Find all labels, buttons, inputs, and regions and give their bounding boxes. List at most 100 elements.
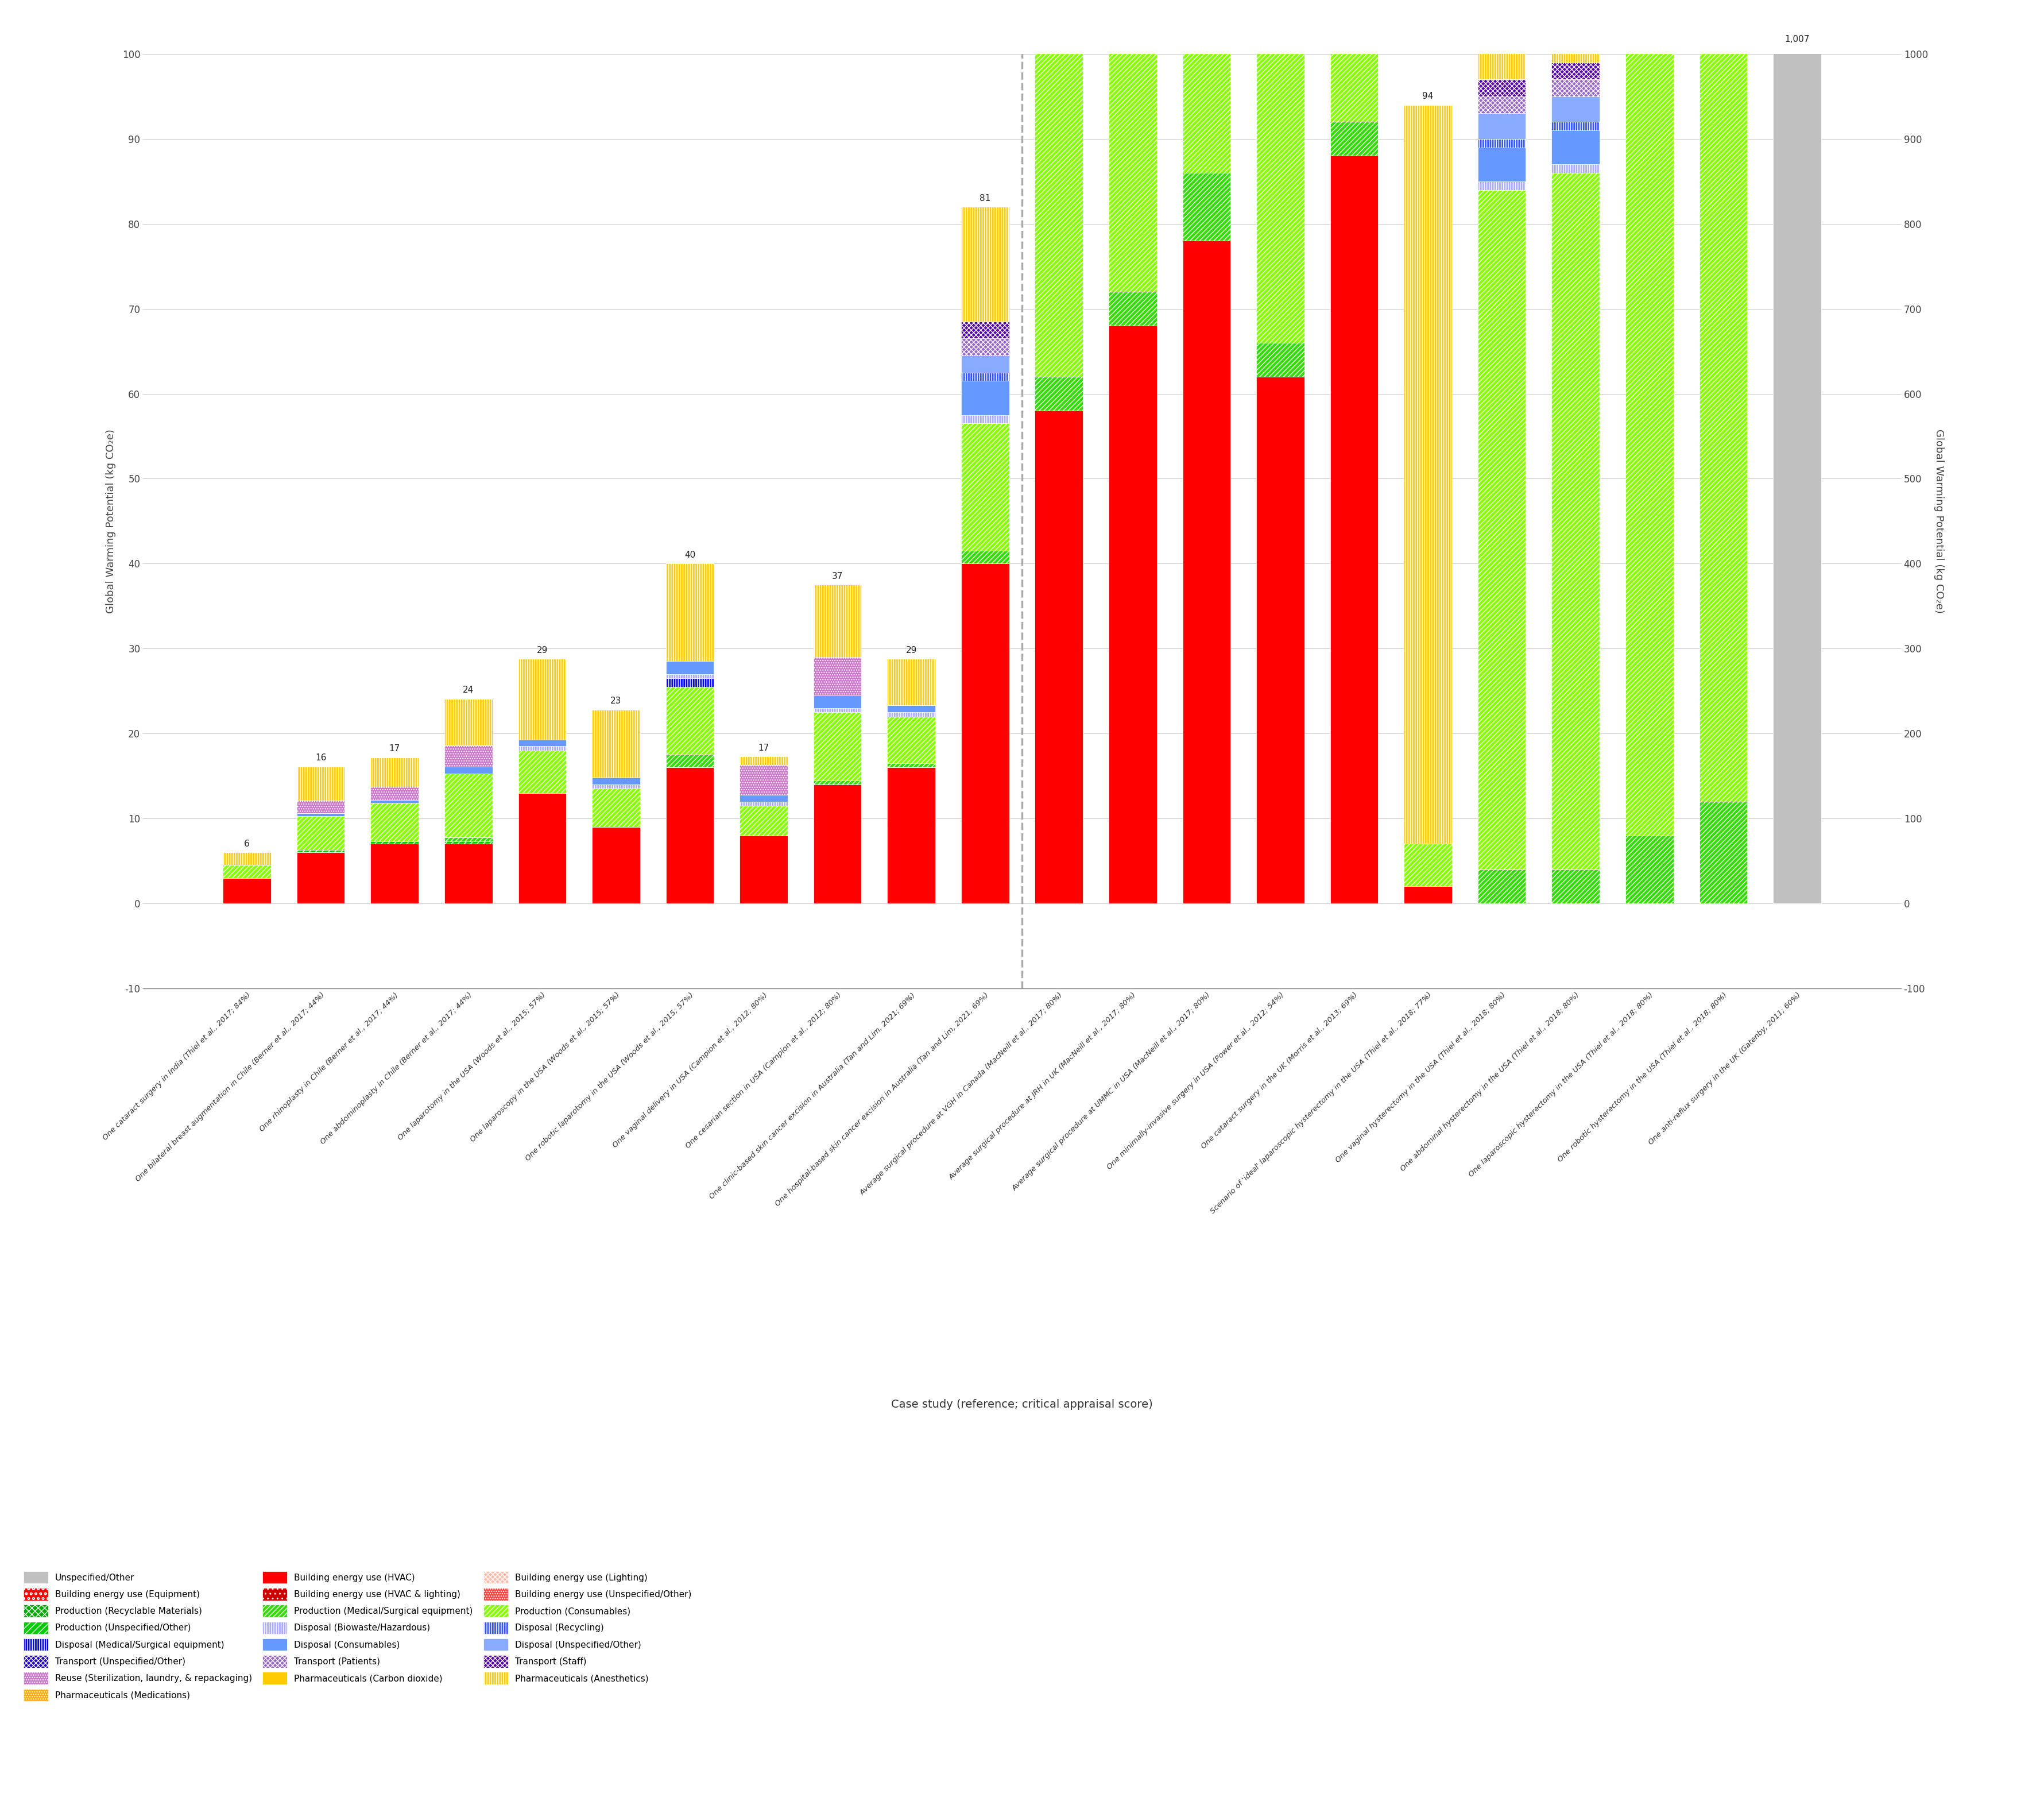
Bar [1772,49,1821,904]
Text: 1,007: 1,007 [1784,36,1809,43]
Bar [1478,870,1525,904]
Bar [1257,0,1304,11]
Bar [1478,0,1525,79]
Bar [223,879,272,904]
Bar [887,767,936,904]
Bar [370,845,419,904]
Bar [740,836,787,904]
Bar [593,789,640,827]
Bar [593,827,640,904]
Bar [223,864,272,879]
Bar [887,712,936,717]
Text: 29: 29 [905,645,918,654]
Bar [666,661,713,674]
Bar [296,801,345,814]
Bar [593,785,640,789]
Text: 24: 24 [462,686,474,694]
Bar [740,801,787,805]
Bar [961,356,1010,372]
Bar [814,708,861,712]
Bar [1404,886,1451,904]
Text: 6: 6 [243,839,249,848]
Bar [1478,97,1525,113]
Bar [961,322,1010,338]
Text: 37: 37 [832,571,842,580]
Bar [1404,845,1451,886]
Bar [444,746,493,767]
Bar [370,757,419,787]
Text: 81: 81 [979,194,991,203]
Bar [1034,377,1083,412]
Text: 16: 16 [315,753,327,762]
Text: 29: 29 [538,645,548,654]
Bar [961,564,1010,904]
Bar [1551,870,1600,904]
Bar [296,852,345,904]
Bar [444,841,493,845]
Bar [444,837,493,841]
Bar [1034,412,1083,904]
Bar [1551,79,1600,97]
Bar [740,805,787,836]
Bar [887,764,936,767]
Bar [814,712,861,780]
Bar [519,751,566,792]
Bar [296,850,345,852]
Bar [961,552,1010,564]
X-axis label: Case study (reference; critical appraisal score): Case study (reference; critical appraisa… [891,1398,1153,1411]
Bar [1331,122,1378,156]
Text: 94: 94 [1423,92,1433,101]
Bar [1108,325,1157,904]
Y-axis label: Global Warming Potential (kg CO₂e): Global Warming Potential (kg CO₂e) [1934,429,1944,613]
Bar [1331,156,1378,904]
Legend: Unspecified/Other, Building energy use (Equipment), Production (Recyclable Mater: Unspecified/Other, Building energy use (… [20,1567,695,1705]
Bar [666,677,713,686]
Bar [740,757,787,766]
Bar [370,800,419,803]
Bar [814,658,861,695]
Bar [814,780,861,785]
Bar [887,659,936,706]
Bar [814,584,861,658]
Bar [1404,104,1451,845]
Text: 23: 23 [611,697,621,706]
Bar [1478,113,1525,138]
Bar [1257,11,1304,20]
Bar [1551,63,1600,79]
Bar [444,845,493,904]
Bar [961,415,1010,424]
Bar [740,766,787,794]
Bar [444,699,493,746]
Bar [1034,29,1083,38]
Bar [370,787,419,800]
Bar [1478,79,1525,97]
Bar [1478,181,1525,190]
Bar [1478,147,1525,181]
Bar [519,746,566,751]
Bar [444,773,493,837]
Bar [666,564,713,661]
Bar [740,794,787,801]
Bar [223,852,272,864]
Bar [1257,20,1304,343]
Bar [444,767,493,773]
Bar [1625,0,1674,836]
Bar [370,803,419,841]
Bar [961,424,1010,552]
Bar [1699,801,1748,904]
Bar [1551,0,1600,63]
Bar [1108,0,1157,291]
Bar [519,792,566,904]
Text: 17: 17 [388,744,401,753]
Bar [593,778,640,785]
Bar [1034,0,1083,29]
Bar [814,695,861,708]
Text: 17: 17 [758,744,769,753]
Bar [666,674,713,677]
Bar [1551,97,1600,122]
Bar [1257,343,1304,377]
Bar [961,381,1010,415]
Bar [887,717,936,764]
Bar [1183,0,1230,173]
Bar [1625,836,1674,904]
